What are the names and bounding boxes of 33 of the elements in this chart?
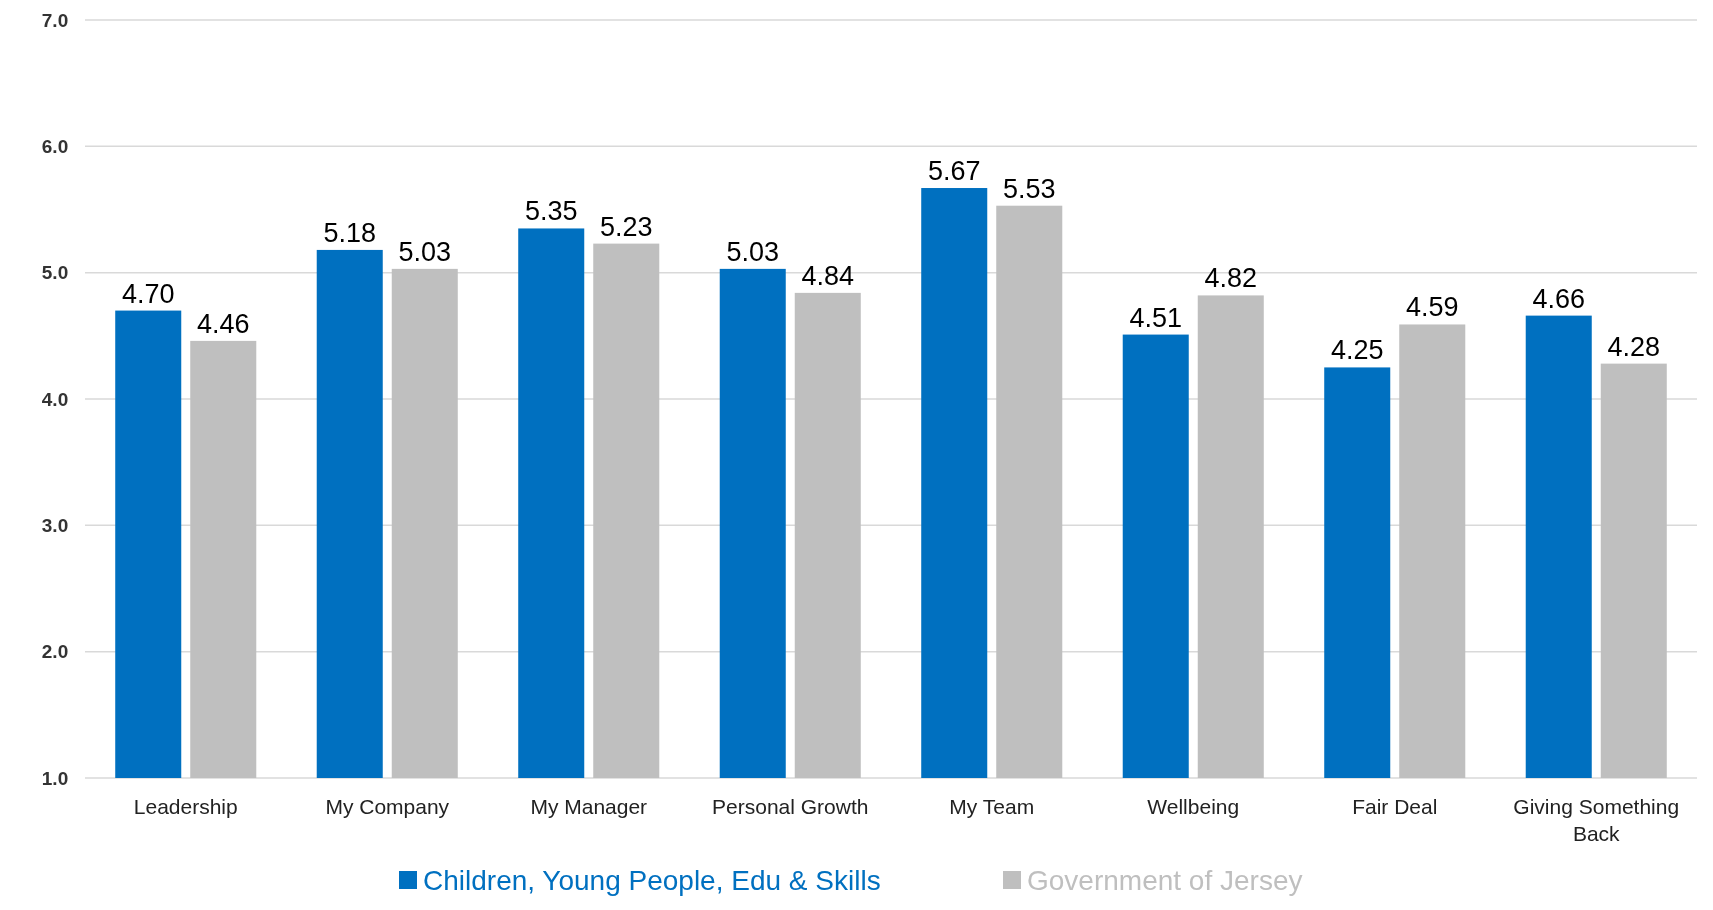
y-tick-label: 5.0 <box>41 262 69 284</box>
x-tick-label: My Company <box>325 795 450 818</box>
data-label: 5.67 <box>927 156 981 187</box>
data-label: 5.53 <box>1002 173 1056 204</box>
y-tick-label: 3.0 <box>41 514 69 536</box>
data-label: 4.28 <box>1607 331 1661 362</box>
data-label: 4.84 <box>801 260 855 291</box>
data-label: 4.66 <box>1532 283 1586 314</box>
y-tick-label: 6.0 <box>41 135 69 157</box>
x-tick-label: Leadership <box>133 795 238 818</box>
x-tick-label: My Team <box>949 795 1035 818</box>
data-label: 5.35 <box>524 196 578 227</box>
data-label: 5.18 <box>323 217 377 248</box>
data-label: 4.25 <box>1330 335 1384 366</box>
data-label: 5.03 <box>726 236 780 267</box>
data-label: 4.46 <box>196 308 250 339</box>
data-label: 4.82 <box>1204 263 1258 294</box>
data-label: 5.23 <box>599 211 653 242</box>
x-tick-label: Personal Growth <box>712 795 869 818</box>
legend-label: Government of Jersey <box>1027 865 1303 896</box>
y-tick-label: 2.0 <box>41 641 69 663</box>
y-tick-label: 1.0 <box>41 767 69 789</box>
data-label: 4.51 <box>1129 302 1183 333</box>
x-tick-label: My Manager <box>530 795 648 818</box>
x-tick-label: Wellbeing <box>1147 795 1240 818</box>
y-tick-label: 4.0 <box>41 388 69 410</box>
data-label: 4.59 <box>1405 292 1459 323</box>
data-label: 4.70 <box>121 278 175 309</box>
x-tick-label: Giving Something Back <box>1513 795 1680 845</box>
x-tick-label: Fair Deal <box>1352 795 1438 818</box>
y-tick-label: 7.0 <box>41 9 69 31</box>
data-label: 5.03 <box>398 236 452 267</box>
legend-label: Children, Young People, Edu & Skills <box>423 865 881 896</box>
